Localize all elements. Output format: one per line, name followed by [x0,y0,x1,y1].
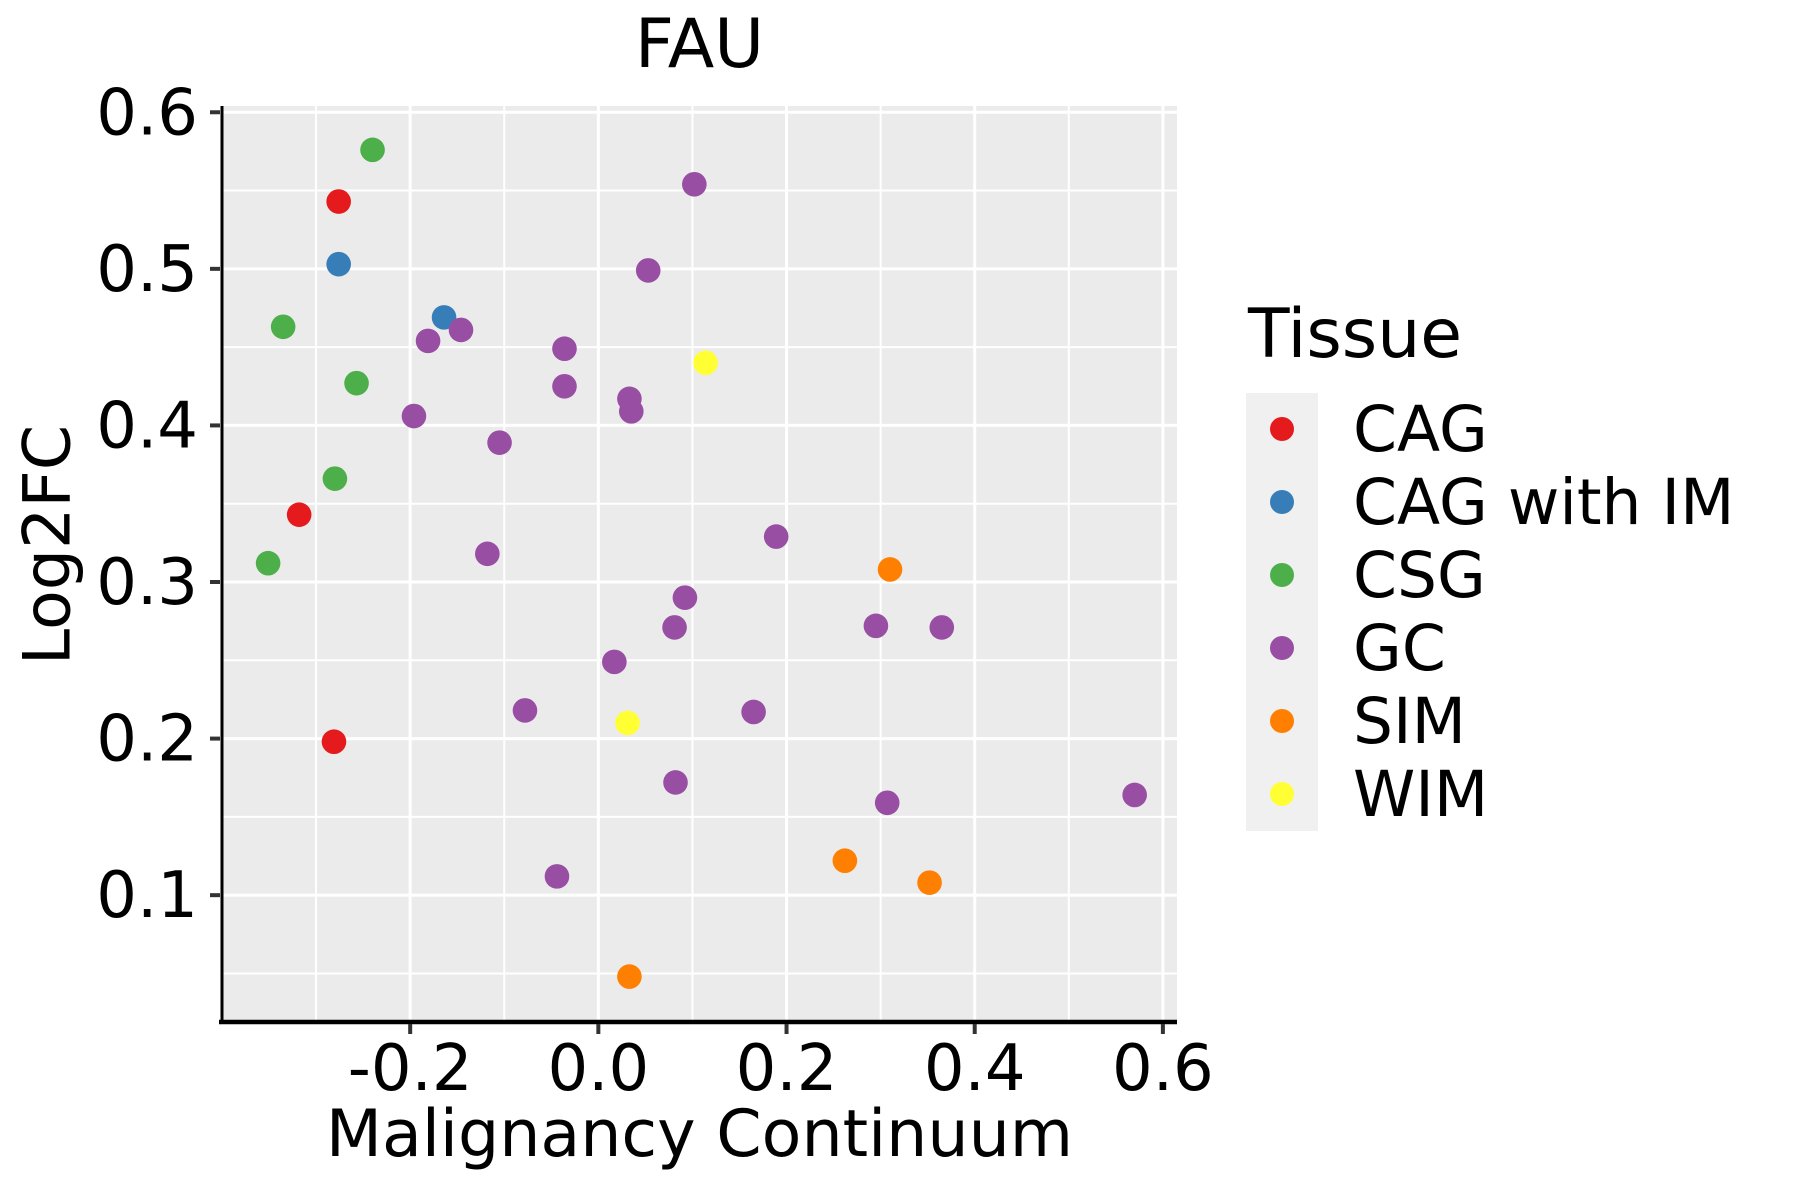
data-point-cag-with-im [326,251,351,277]
legend-color-dot-icon [1269,562,1295,588]
data-point-cag-with-im [431,305,457,330]
data-point-gc [635,258,661,283]
legend-color-dot-icon [1269,708,1295,734]
y-tick-label: 0.6 [96,76,198,150]
data-point-csg [255,550,281,576]
legend-item-cag: CAG [1246,392,1734,466]
legend-color-dot-icon [1269,781,1295,807]
data-point-gc [552,336,577,362]
data-point-csg [360,137,385,163]
data-point-csg [322,466,348,491]
legend-label: CSG [1353,538,1486,612]
data-point-gc [401,403,427,429]
legend-items: CAG CAG with IM CSG GC SIM WIM [1246,392,1735,831]
legend-item-cag-with-im: CAG with IM [1246,465,1735,539]
data-point-sim [832,848,858,874]
x-tick-label: 0.6 [1112,1032,1214,1106]
y-tick-label: 0.3 [96,546,198,620]
y-tick-label: 0.2 [96,703,198,777]
data-point-gc [602,649,627,675]
legend-label: CAG [1353,392,1488,466]
legend-color-dot-icon [1269,635,1295,661]
data-point-gc [475,541,500,567]
x-tick-label: 0.2 [736,1032,838,1106]
data-point-csg [270,314,296,340]
data-point-gc [929,615,955,640]
data-point-wim [615,710,640,736]
data-point-gc [1122,782,1147,808]
data-point-gc [415,328,441,354]
data-point-gc [663,770,688,795]
data-point-gc [552,373,577,399]
legend-color-dot-icon [1269,489,1295,515]
legend-item-csg: CSG [1246,538,1734,612]
legend-item-wim: WIM [1246,757,1734,831]
y-tick-label: 0.4 [96,389,198,463]
legend-key-swatch [1246,392,1318,466]
data-point-gc [763,524,789,549]
x-tick-label: -0.2 [348,1032,473,1106]
y-tick-label: 0.1 [96,859,198,933]
y-axis-label: Log2FC [10,424,86,666]
legend: Tissue CAG CAG with IM CSG GC SIM WIM [1246,294,1734,831]
data-point-gc [448,317,474,343]
legend-key-swatch [1246,465,1318,539]
legend-title: Tissue [1248,295,1463,374]
data-point-gc [487,430,512,455]
data-point-gc [682,171,707,197]
data-point-cag [286,502,312,527]
legend-key-swatch [1246,611,1318,685]
data-point-gc [741,699,766,725]
x-tick-label: 0.4 [924,1032,1026,1106]
legend-key-swatch [1246,538,1318,612]
legend-color-dot-icon [1269,416,1295,442]
data-point-csg [344,370,369,396]
data-point-gc [662,615,687,640]
legend-key-swatch [1246,757,1318,831]
data-point-cag [326,189,351,214]
data-point-gc [544,864,570,889]
data-point-sim [617,964,642,989]
legend-label: CAG with IM [1353,465,1735,539]
data-point-gc [672,585,698,610]
legend-key-swatch [1246,684,1318,758]
x-axis-label: Malignancy Continuum [325,1097,1074,1172]
data-point-gc [863,613,889,639]
legend-item-gc: GC [1246,611,1734,685]
plot-panel [222,106,1177,1022]
legend-label: SIM [1353,684,1466,758]
y-tick-label: 0.5 [96,233,198,307]
legend-label: WIM [1353,757,1489,831]
data-point-cag [321,729,347,755]
legend-label: GC [1353,611,1446,685]
data-point-sim [917,870,942,895]
data-point-gc [512,698,538,723]
chart-title: FAU [634,5,765,84]
legend-item-sim: SIM [1246,684,1734,758]
data-point-wim [693,350,718,376]
data-point-gc [874,790,900,816]
data-point-sim [877,557,903,582]
x-tick-label: 0.0 [547,1032,649,1106]
data-point-gc [618,399,644,424]
